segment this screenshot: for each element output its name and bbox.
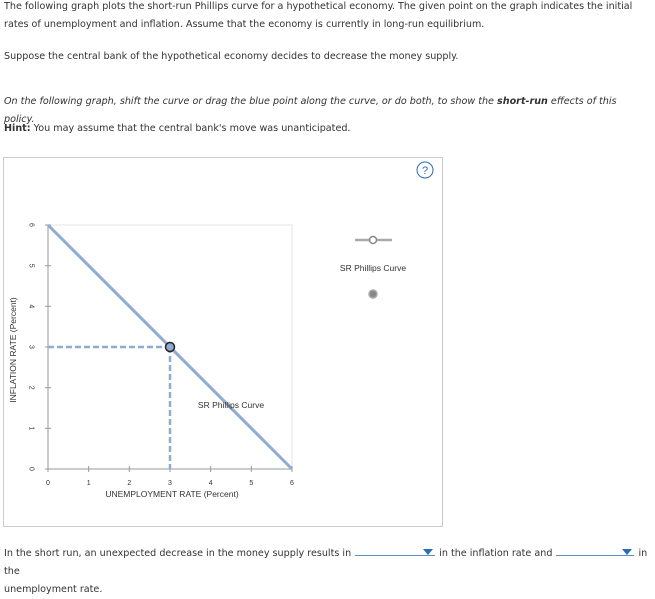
x-tick-label: 0 [46, 480, 50, 487]
y-tick-label: 2 [28, 386, 35, 390]
instruction-text: effects of this policy. [4, 96, 617, 125]
scenario-text: Suppose the central bank of the hypothet… [4, 51, 459, 62]
x-tick-label: 6 [290, 480, 294, 487]
x-tick-label: 4 [209, 480, 213, 487]
instruction-emphasis: short-run [497, 96, 548, 107]
legend-label: SR Phillips Curve [340, 263, 406, 273]
y-tick-label: 6 [28, 223, 35, 227]
x-tick-label: 3 [168, 480, 172, 487]
dropdown[interactable] [556, 545, 635, 556]
y-tick-label: 4 [28, 304, 35, 308]
hint: Hint: You may assume that the central ba… [4, 120, 644, 138]
answer-text: in the [4, 548, 648, 577]
dropdown[interactable] [355, 545, 436, 556]
legend-point-tool[interactable] [368, 289, 378, 299]
y-tick-label: 1 [28, 426, 35, 430]
y-tick-label: 5 [28, 264, 35, 268]
help-button[interactable] [416, 161, 434, 179]
graph-panel [3, 157, 443, 527]
instruction: On the following graph, shift the curve … [4, 93, 644, 129]
legend-marker[interactable] [368, 235, 378, 245]
answer-text: in the inflation rate and [439, 548, 553, 559]
y-tick-label: 3 [28, 345, 35, 349]
help-icon[interactable]: ? [422, 165, 428, 177]
y-axis-title: INFLATION RATE (Percent) [8, 297, 18, 403]
y-tick-label: 0 [28, 467, 35, 471]
intro-text: The following graph plots the short-run … [4, 1, 633, 30]
x-tick-label: 5 [249, 480, 253, 487]
hint-label: Hint: [4, 123, 31, 134]
draggable-point[interactable] [164, 341, 176, 353]
hint-text: You may assume that the central bank's m… [33, 123, 351, 134]
x-axis-title: UNEMPLOYMENT RATE (Percent) [105, 489, 239, 499]
answer-text: unemployment rate. [4, 584, 103, 595]
x-tick-label: 2 [127, 480, 131, 487]
x-tick-label: 1 [87, 480, 91, 487]
answer: In the short run, an unexpected decrease… [4, 545, 654, 599]
curve-label: SR Phillips Curve [198, 400, 264, 410]
instruction-text: On the following graph, shift the curve … [4, 96, 494, 107]
answer-text: In the short run, an unexpected decrease… [4, 548, 352, 559]
